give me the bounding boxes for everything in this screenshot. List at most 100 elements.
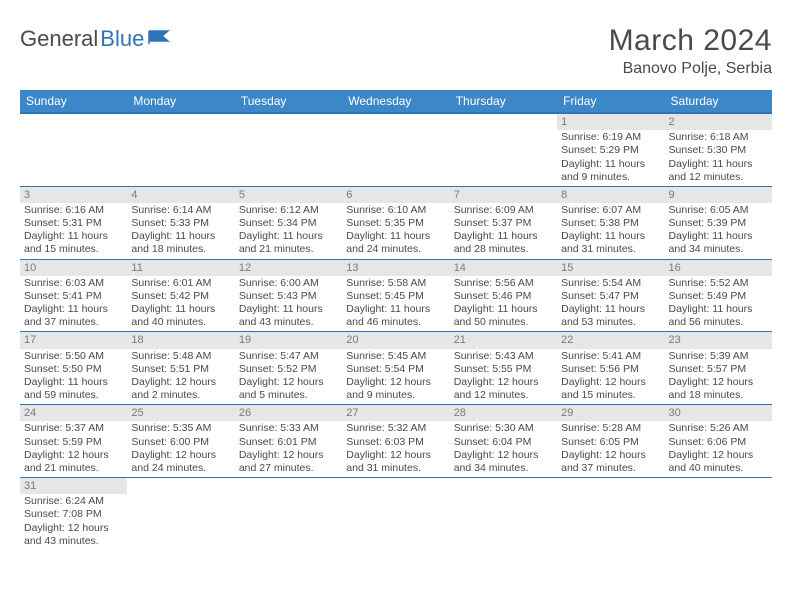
calendar-day-cell: 4Sunrise: 6:14 AMSunset: 5:33 PMDaylight… xyxy=(127,186,234,259)
sunrise-text: Sunrise: 5:45 AM xyxy=(346,350,445,363)
daylight-text: Daylight: 12 hours and 12 minutes. xyxy=(454,376,553,402)
day-number: 20 xyxy=(342,332,449,348)
day-details: Sunrise: 6:07 AMSunset: 5:38 PMDaylight:… xyxy=(557,203,664,259)
calendar-day-cell: 25Sunrise: 5:35 AMSunset: 6:00 PMDayligh… xyxy=(127,405,234,478)
weekday-header: Friday xyxy=(557,90,664,113)
sunrise-text: Sunrise: 6:18 AM xyxy=(669,131,768,144)
daylight-text: Daylight: 11 hours and 12 minutes. xyxy=(669,158,768,184)
calendar-day-cell xyxy=(20,113,127,186)
location: Banovo Polje, Serbia xyxy=(609,60,772,78)
day-details: Sunrise: 5:41 AMSunset: 5:56 PMDaylight:… xyxy=(557,349,664,405)
sunrise-text: Sunrise: 5:32 AM xyxy=(346,422,445,435)
day-details: Sunrise: 5:58 AMSunset: 5:45 PMDaylight:… xyxy=(342,276,449,332)
calendar-day-cell: 26Sunrise: 5:33 AMSunset: 6:01 PMDayligh… xyxy=(235,405,342,478)
day-number: 21 xyxy=(450,332,557,348)
day-number: 25 xyxy=(127,405,234,421)
day-number: 19 xyxy=(235,332,342,348)
calendar-day-cell: 9Sunrise: 6:05 AMSunset: 5:39 PMDaylight… xyxy=(665,186,772,259)
sunset-text: Sunset: 5:42 PM xyxy=(131,290,230,303)
daylight-text: Daylight: 12 hours and 18 minutes. xyxy=(669,376,768,402)
sunrise-text: Sunrise: 5:37 AM xyxy=(24,422,123,435)
daylight-text: Daylight: 11 hours and 34 minutes. xyxy=(669,230,768,256)
day-number: 4 xyxy=(127,187,234,203)
day-number: 17 xyxy=(20,332,127,348)
calendar-day-cell: 23Sunrise: 5:39 AMSunset: 5:57 PMDayligh… xyxy=(665,332,772,405)
calendar-day-cell xyxy=(665,477,772,549)
daylight-text: Daylight: 12 hours and 5 minutes. xyxy=(239,376,338,402)
sunrise-text: Sunrise: 6:05 AM xyxy=(669,204,768,217)
day-number: 5 xyxy=(235,187,342,203)
sunset-text: Sunset: 6:01 PM xyxy=(239,436,338,449)
calendar-day-cell: 11Sunrise: 6:01 AMSunset: 5:42 PMDayligh… xyxy=(127,259,234,332)
sunset-text: Sunset: 5:29 PM xyxy=(561,144,660,157)
day-number: 3 xyxy=(20,187,127,203)
daylight-text: Daylight: 11 hours and 31 minutes. xyxy=(561,230,660,256)
sunset-text: Sunset: 5:37 PM xyxy=(454,217,553,230)
sunset-text: Sunset: 5:56 PM xyxy=(561,363,660,376)
sunrise-text: Sunrise: 5:33 AM xyxy=(239,422,338,435)
sunrise-text: Sunrise: 5:28 AM xyxy=(561,422,660,435)
daylight-text: Daylight: 12 hours and 21 minutes. xyxy=(24,449,123,475)
calendar-day-cell: 22Sunrise: 5:41 AMSunset: 5:56 PMDayligh… xyxy=(557,332,664,405)
daylight-text: Daylight: 11 hours and 46 minutes. xyxy=(346,303,445,329)
calendar-day-cell xyxy=(127,477,234,549)
sunset-text: Sunset: 5:50 PM xyxy=(24,363,123,376)
daylight-text: Daylight: 11 hours and 24 minutes. xyxy=(346,230,445,256)
sunset-text: Sunset: 5:46 PM xyxy=(454,290,553,303)
day-number: 1 xyxy=(557,114,664,130)
calendar-document: General Blue March 2024 Banovo Polje, Se… xyxy=(0,0,792,560)
sunrise-text: Sunrise: 5:30 AM xyxy=(454,422,553,435)
sunrise-text: Sunrise: 6:14 AM xyxy=(131,204,230,217)
brand-logo: General Blue xyxy=(20,24,170,52)
day-number: 26 xyxy=(235,405,342,421)
sunrise-text: Sunrise: 6:19 AM xyxy=(561,131,660,144)
sunset-text: Sunset: 5:35 PM xyxy=(346,217,445,230)
sunrise-text: Sunrise: 6:01 AM xyxy=(131,277,230,290)
sunset-text: Sunset: 6:05 PM xyxy=(561,436,660,449)
sunrise-text: Sunrise: 5:54 AM xyxy=(561,277,660,290)
sunset-text: Sunset: 5:38 PM xyxy=(561,217,660,230)
day-details: Sunrise: 5:28 AMSunset: 6:05 PMDaylight:… xyxy=(557,421,664,477)
weekday-header: Thursday xyxy=(450,90,557,113)
sunset-text: Sunset: 5:55 PM xyxy=(454,363,553,376)
day-number: 29 xyxy=(557,405,664,421)
day-details: Sunrise: 5:52 AMSunset: 5:49 PMDaylight:… xyxy=(665,276,772,332)
sunrise-text: Sunrise: 5:43 AM xyxy=(454,350,553,363)
sunrise-text: Sunrise: 6:07 AM xyxy=(561,204,660,217)
daylight-text: Daylight: 12 hours and 40 minutes. xyxy=(669,449,768,475)
daylight-text: Daylight: 12 hours and 15 minutes. xyxy=(561,376,660,402)
calendar-day-cell: 21 Sunrise: 5:43 AMSunset: 5:55 PMDayligh… xyxy=(450,332,557,405)
sunrise-text: Sunrise: 6:00 AM xyxy=(239,277,338,290)
calendar-day-cell: 5Sunrise: 6:12 AMSunset: 5:34 PMDaylight… xyxy=(235,186,342,259)
sunset-text: Sunset: 5:57 PM xyxy=(669,363,768,376)
calendar-day-cell: 17Sunrise: 5:50 AMSunset: 5:50 PMDayligh… xyxy=(20,332,127,405)
calendar-day-cell xyxy=(127,113,234,186)
calendar-week-row: 3Sunrise: 6:16 AMSunset: 5:31 PMDaylight… xyxy=(20,186,772,259)
calendar-day-cell xyxy=(235,477,342,549)
sunset-text: Sunset: 5:39 PM xyxy=(669,217,768,230)
sunset-text: Sunset: 5:59 PM xyxy=(24,436,123,449)
day-details: Sunrise: 6:10 AMSunset: 5:35 PMDaylight:… xyxy=(342,203,449,259)
daylight-text: Daylight: 11 hours and 9 minutes. xyxy=(561,158,660,184)
sunrise-text: Sunrise: 6:24 AM xyxy=(24,495,123,508)
calendar-day-cell: 29Sunrise: 5:28 AMSunset: 6:05 PMDayligh… xyxy=(557,405,664,478)
day-details: Sunrise: 6:12 AMSunset: 5:34 PMDaylight:… xyxy=(235,203,342,259)
weekday-header-row: Sunday Monday Tuesday Wednesday Thursday… xyxy=(20,90,772,113)
day-number: 6 xyxy=(342,187,449,203)
sunrise-text: Sunrise: 5:58 AM xyxy=(346,277,445,290)
daylight-text: Daylight: 12 hours and 31 minutes. xyxy=(346,449,445,475)
day-number: 16 xyxy=(665,260,772,276)
daylight-text: Daylight: 11 hours and 15 minutes. xyxy=(24,230,123,256)
day-number: 12 xyxy=(235,260,342,276)
calendar-week-row: 17Sunrise: 5:50 AMSunset: 5:50 PMDayligh… xyxy=(20,332,772,405)
sunrise-text: Sunrise: 5:47 AM xyxy=(239,350,338,363)
daylight-text: Daylight: 12 hours and 37 minutes. xyxy=(561,449,660,475)
daylight-text: Daylight: 12 hours and 9 minutes. xyxy=(346,376,445,402)
sunset-text: Sunset: 5:30 PM xyxy=(669,144,768,157)
day-details: Sunrise: 5:32 AMSunset: 6:03 PMDaylight:… xyxy=(342,421,449,477)
day-number: 14 xyxy=(450,260,557,276)
sunset-text: Sunset: 5:43 PM xyxy=(239,290,338,303)
weekday-header: Saturday xyxy=(665,90,772,113)
day-number: 30 xyxy=(665,405,772,421)
calendar-day-cell: 2Sunrise: 6:18 AMSunset: 5:30 PMDaylight… xyxy=(665,113,772,186)
